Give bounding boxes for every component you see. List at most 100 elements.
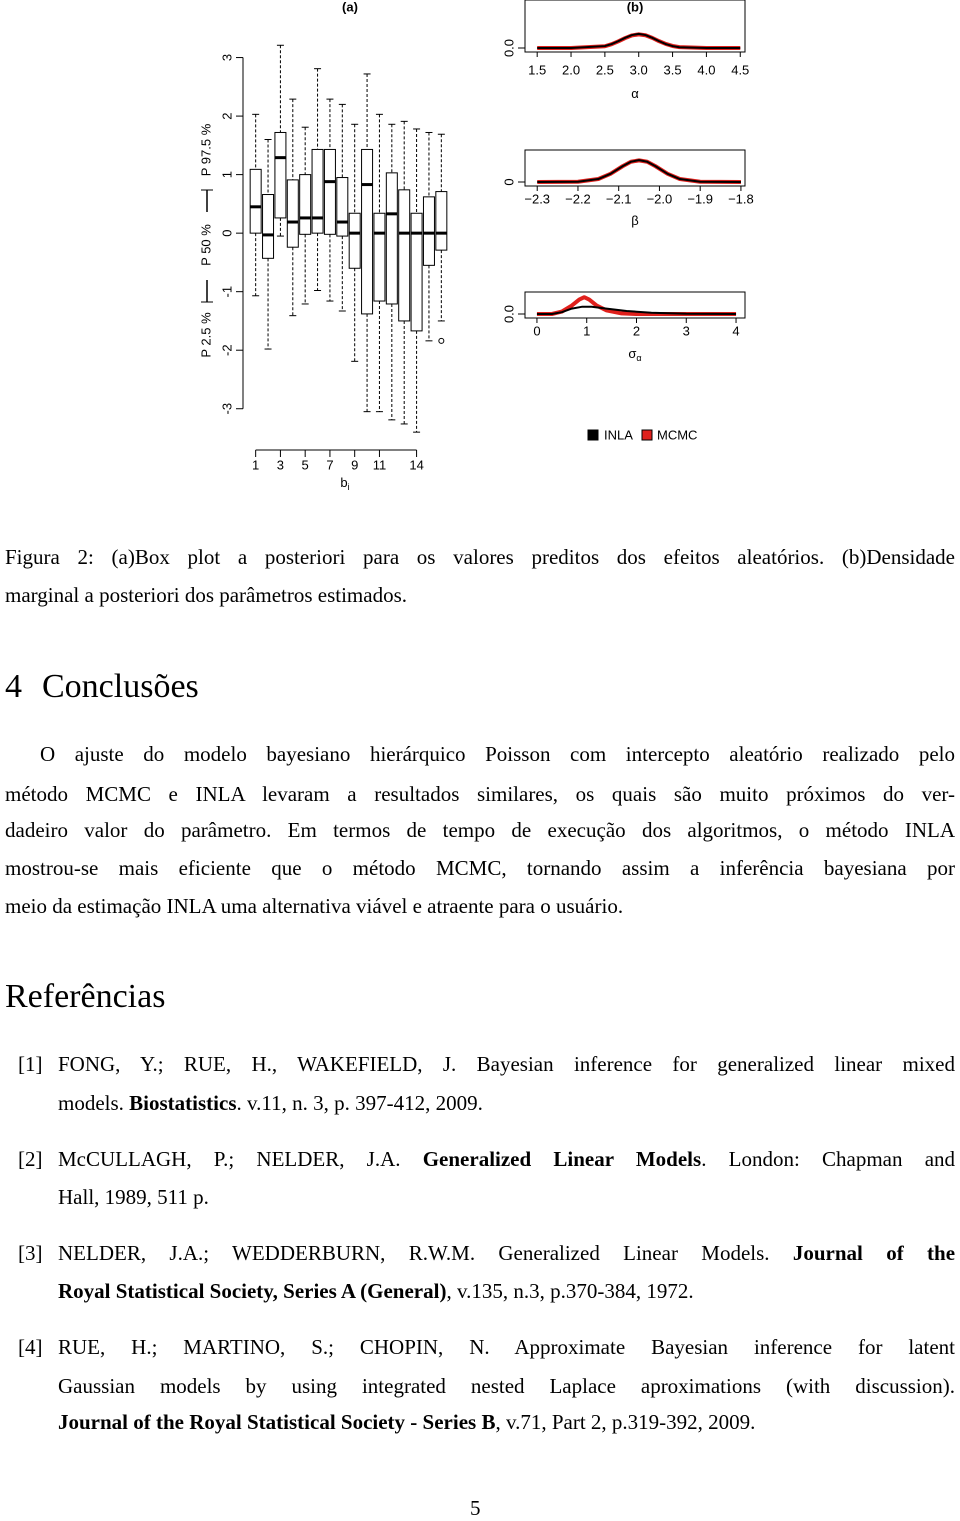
plot-frame [524,0,746,53]
x-tick-label: 14 [409,457,423,472]
x-tick-label: 2.0 [562,62,580,77]
page-number: 5 [470,1496,481,1520]
x-tick-label: 1 [583,323,590,338]
y-tick-label: -2 [219,344,234,356]
reference-text: RUE, H.; MARTINO, S.; CHOPIN, N. Approxi… [58,1335,955,1359]
box [435,191,448,251]
x-tick-label: 1 [252,457,259,472]
x-tick-label: 11 [373,457,387,472]
box [385,172,398,305]
box [323,148,336,235]
x-tick-label: 3 [683,323,690,338]
y-tick-label: 3 [219,54,234,61]
density-curve [537,32,741,50]
x-tick-label: 2 [633,323,640,338]
x-axis-label: bi [340,475,349,492]
x-tick-label: 5 [302,457,309,472]
x-tick-label: 9 [351,457,358,472]
x-axis-label: β [631,213,638,228]
box [311,148,324,234]
reference-line: Journal of the Royal Statistical Society… [58,1409,955,1435]
panel-label: (a) [342,0,358,14]
reference-text: Biostatistics [129,1091,237,1115]
paragraph-line: O ajuste do modelo bayesiano hierárquico… [40,742,955,766]
density-curve [537,158,741,184]
reference-text: Hall, 1989, 511 p. [58,1185,209,1209]
x-tick-label: 3.0 [630,62,648,77]
reference-text: McCULLAGH, P.; NELDER, J.A. [58,1147,423,1171]
x-tick-label: −2.2 [565,191,591,206]
x-tick-label: 4.5 [731,62,749,77]
reference-text: Royal Statistical Society, Series A (Gen… [58,1279,447,1303]
reference-text: models. [58,1091,130,1115]
x-tick-label: −2.1 [606,191,632,206]
x-tick-label: −1.9 [687,191,713,206]
x-tick-label: 0 [533,323,540,338]
reference-text: Generalized Linear Models [422,1147,702,1171]
y-tick-label: 0 [501,178,516,185]
reference-number: [3] [18,1241,43,1265]
reference-line: Hall, 1989, 511 p. [58,1184,955,1210]
x-tick-label: 1.5 [528,62,546,77]
references-heading: Referências [5,978,166,1015]
x-tick-label: 3.5 [664,62,682,77]
reference-text: Journal of the Royal Statistical Society… [58,1410,496,1434]
x-axis-label-sub: i [348,482,350,492]
reference-line: NELDER, J.A.; WEDDERBURN, R.W.M. General… [58,1240,955,1266]
reference-line: Royal Statistical Society, Series A (Gen… [58,1278,955,1304]
x-axis-label: α [631,86,639,101]
x-tick-label: 3 [277,457,284,472]
plot-frame [524,149,746,187]
reference-number: [4] [18,1335,43,1359]
legend-swatch [641,429,653,441]
x-tick-label: −1.8 [728,191,754,206]
x-tick-label: 4.0 [697,62,715,77]
legend-swatch [587,429,599,441]
y-tick-label: 0 [219,230,234,237]
section-title: Conclusões [42,668,199,705]
box [262,194,275,259]
box [336,177,349,237]
x-tick-label: 7 [326,457,333,472]
y-tick-label: 0.0 [501,305,516,323]
caption-line: Figura 2: (a)Box plot a posteriori para … [5,545,955,569]
x-tick-label: 4 [732,323,739,338]
reference-text: . London: Chapman and [701,1147,955,1171]
y-tick-label: 1 [219,171,234,178]
legend-entry: P 97.5 % [198,123,213,176]
x-axis-label-main: α [631,86,639,101]
reference-line: FONG, Y.; RUE, H., WAKEFIELD, J. Bayesia… [58,1051,955,1077]
x-axis-label: σα [628,346,641,363]
box [348,212,361,269]
reference-text: FONG, Y.; RUE, H., WAKEFIELD, J. Bayesia… [58,1052,955,1076]
reference-line: RUE, H.; MARTINO, S.; CHOPIN, N. Approxi… [58,1334,955,1360]
box [249,168,262,234]
reference-line: models. Biostatistics. v.11, n. 3, p. 39… [58,1090,955,1116]
reference-text: . v.11, n. 3, p. 397-412, 2009. [236,1091,483,1115]
y-tick-label: 0.0 [501,39,516,57]
x-tick-label: −2.3 [524,191,550,206]
reference-number: [2] [18,1147,43,1171]
section-heading: 4 Conclusões [5,667,199,707]
reference-number: [1] [18,1052,43,1076]
reference-line: McCULLAGH, P.; NELDER, J.A. Generalized … [58,1146,955,1172]
caption-line: marginal a posteriori dos parâmetros est… [5,583,408,607]
y-tick-label: -1 [219,286,234,298]
paragraph-line: dadeiro valor do parâmetro. Em termos de… [5,818,955,842]
paragraph-line: meio da estimação INLA uma alternativa v… [5,894,624,918]
y-tick-label: 2 [219,112,234,119]
box [299,174,312,235]
box [422,196,435,266]
x-axis-label-main: β [631,213,638,228]
outlier [438,337,445,344]
box [274,131,287,219]
legend-entry: P 50 % [198,224,213,266]
density-curve [537,159,741,183]
y-tick-label: -3 [219,403,234,415]
box [398,189,411,322]
density-curve [536,305,737,315]
reference-line: Gaussian models by using integrated nest… [58,1373,955,1399]
x-axis-label-sub: α [636,353,641,363]
